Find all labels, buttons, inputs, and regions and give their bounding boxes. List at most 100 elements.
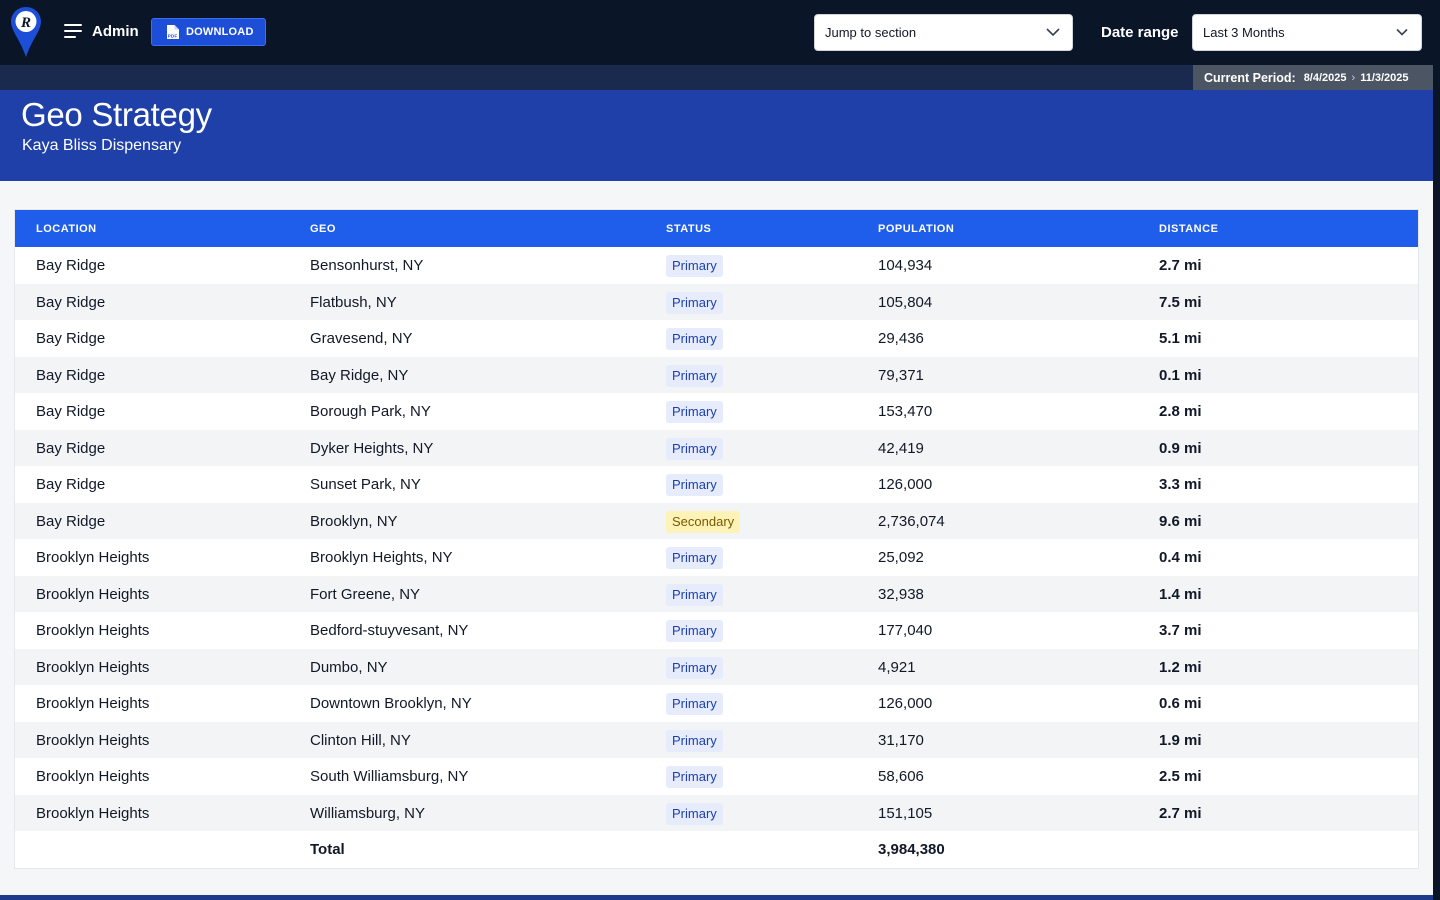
table-row: Brooklyn Heights Fort Greene, NY 32,938 1.4… — [15, 575, 1418, 612]
status-badge: Primary — [666, 474, 723, 496]
distance-cell: 2.7 mi — [1159, 257, 1202, 274]
status-cell: Secondary — [666, 510, 741, 533]
current-period-label: Current Period: — [1204, 70, 1296, 85]
location-cell: Bay Ridge — [36, 476, 106, 493]
hamburger-menu-icon[interactable] — [64, 24, 84, 40]
jump-to-section-select[interactable]: Jump to section — [814, 14, 1073, 51]
page-title: Geo Strategy — [21, 96, 212, 133]
distance-cell: 5.1 mi — [1159, 330, 1202, 347]
location-cell: Bay Ridge — [36, 293, 106, 311]
population-cell: 153,470 — [878, 403, 933, 420]
column-header-geo[interactable]: GEO — [310, 223, 336, 235]
distance-cell: 3.7 mi — [1159, 622, 1202, 639]
status-badge: Primary — [666, 437, 723, 460]
status-cell: Primary — [666, 620, 723, 642]
status-badge: Primary — [666, 583, 723, 606]
distance-cell: 0.1 mi — [1159, 366, 1202, 384]
location-cell: Bay Ridge — [36, 403, 106, 420]
status-cell: Primary — [666, 766, 723, 788]
population-cell: 29,436 — [878, 330, 924, 347]
location-cell: Brooklyn Heights — [36, 549, 150, 566]
population-cell: 105,804 — [878, 293, 933, 311]
geo-cell: Fort Greene, NY — [310, 585, 421, 603]
distance-cell: 0.4 mi — [1159, 549, 1202, 566]
geo-cell: Dyker Heights, NY — [310, 439, 434, 457]
location-cell: Bay Ridge — [36, 439, 106, 457]
distance-cell: 1.4 mi — [1159, 585, 1202, 603]
population-cell: 104,934 — [878, 257, 933, 274]
scrollbar-track[interactable] — [1433, 65, 1440, 900]
location-cell: Bay Ridge — [36, 366, 106, 384]
table-total-row: Total 3,984,380 — [15, 831, 1418, 868]
population-cell: 126,000 — [878, 476, 933, 493]
distance-cell: 1.9 mi — [1159, 731, 1202, 749]
svg-text:R: R — [20, 15, 31, 31]
location-cell: Bay Ridge — [36, 512, 106, 530]
geo-cell: Clinton Hill, NY — [310, 731, 411, 749]
population-cell: 31,170 — [878, 731, 924, 749]
geo-cell: Brooklyn, NY — [310, 512, 398, 530]
distance-cell: 9.6 mi — [1159, 512, 1202, 530]
status-badge: Primary — [666, 401, 723, 423]
location-cell: Brooklyn Heights — [36, 622, 150, 639]
location-cell: Brooklyn Heights — [36, 585, 150, 603]
distance-cell: 2.8 mi — [1159, 403, 1202, 420]
date-range-select[interactable]: Last 3 Months — [1192, 14, 1422, 51]
chevron-right-icon: › — [1351, 71, 1356, 84]
geo-cell: Bensonhurst, NY — [310, 257, 424, 274]
column-header-status[interactable]: STATUS — [666, 223, 712, 235]
geo-cell: Brooklyn Heights, NY — [310, 549, 453, 566]
column-header-location[interactable]: LOCATION — [36, 223, 97, 235]
population-cell: 25,092 — [878, 549, 924, 566]
table-row: Brooklyn Heights Dumbo, NY 4,921 1.2 mi Prim… — [15, 648, 1418, 685]
population-cell: 126,000 — [878, 695, 933, 712]
table-row: Brooklyn Heights Bedford-stuyvesant, NY 17… — [15, 612, 1418, 649]
population-cell: 79,371 — [878, 366, 924, 384]
date-range-value: Last 3 Months — [1203, 25, 1285, 40]
total-label: Total — [310, 841, 345, 858]
location-cell: Brooklyn Heights — [36, 658, 150, 676]
status-cell: Primary — [666, 583, 723, 606]
status-badge: Secondary — [666, 510, 741, 533]
status-badge: Primary — [666, 693, 723, 715]
status-badge: Primary — [666, 364, 723, 387]
table-row: Bay Ridge Gravesend, NY 29,436 5.1 mi Primar… — [15, 320, 1418, 357]
brand-logo-icon[interactable]: R — [10, 6, 42, 58]
top-navbar: R Admin PDF DOWNLOAD Jump to section Dat… — [0, 0, 1440, 65]
status-cell: Primary — [666, 437, 723, 460]
location-cell: Brooklyn Heights — [36, 695, 150, 712]
download-button[interactable]: PDF DOWNLOAD — [151, 18, 266, 46]
population-cell: 2,736,074 — [878, 512, 945, 530]
table-row: Bay Ridge Bensonhurst, NY 104,934 2.7 mi Pri… — [15, 247, 1418, 284]
status-cell: Primary — [666, 656, 723, 679]
table-body: Bay Ridge Bensonhurst, NY 104,934 2.7 mi Pri… — [15, 247, 1418, 831]
distance-cell: 0.6 mi — [1159, 695, 1202, 712]
geo-cell: Bay Ridge, NY — [310, 366, 409, 384]
jump-to-section-value: Jump to section — [825, 25, 917, 40]
location-cell: Bay Ridge — [36, 257, 106, 274]
admin-label[interactable]: Admin — [92, 23, 139, 40]
page-subtitle: Kaya Bliss Dispensary — [22, 137, 182, 154]
column-header-population[interactable]: POPULATION — [878, 223, 955, 235]
geo-cell: Dumbo, NY — [310, 658, 388, 676]
column-header-distance[interactable]: DISTANCE — [1159, 223, 1219, 235]
table-row: Brooklyn Heights Clinton Hill, NY 31,170 1.… — [15, 721, 1418, 758]
svg-text:PDF: PDF — [168, 34, 178, 39]
distance-cell: 2.5 mi — [1159, 768, 1202, 785]
population-cell: 4,921 — [878, 658, 916, 676]
table-row: Bay Ridge Borough Park, NY 153,470 2.8 mi Pr… — [15, 393, 1418, 430]
population-cell: 151,105 — [878, 804, 933, 822]
table-row: Brooklyn Heights Brooklyn Heights, NY 25,0… — [15, 539, 1418, 576]
location-cell: Bay Ridge — [36, 330, 106, 347]
chevron-down-icon — [1046, 28, 1060, 37]
table-row: Bay Ridge Bay Ridge, NY 79,371 0.1 mi Primar… — [15, 356, 1418, 393]
population-cell: 58,606 — [878, 768, 924, 785]
geo-cell: Bedford-stuyvesant, NY — [310, 622, 469, 639]
date-range-label: Date range — [1101, 24, 1179, 41]
period-start-date: 8/4/2025 — [1303, 71, 1347, 84]
status-cell: Primary — [666, 474, 723, 496]
distance-cell: 1.2 mi — [1159, 658, 1202, 676]
status-badge: Primary — [666, 255, 723, 277]
geo-cell: South Williamsburg, NY — [310, 768, 469, 785]
distance-cell: 0.9 mi — [1159, 439, 1202, 457]
